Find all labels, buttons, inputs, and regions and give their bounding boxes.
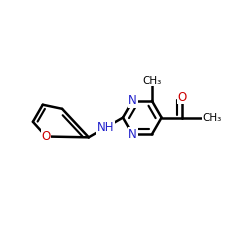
- Text: N: N: [128, 128, 137, 141]
- Text: CH₃: CH₃: [202, 112, 222, 122]
- Text: N: N: [128, 94, 137, 108]
- Text: O: O: [42, 130, 51, 143]
- Text: O: O: [177, 91, 186, 104]
- Text: CH₃: CH₃: [142, 76, 162, 86]
- Text: NH: NH: [97, 121, 114, 134]
